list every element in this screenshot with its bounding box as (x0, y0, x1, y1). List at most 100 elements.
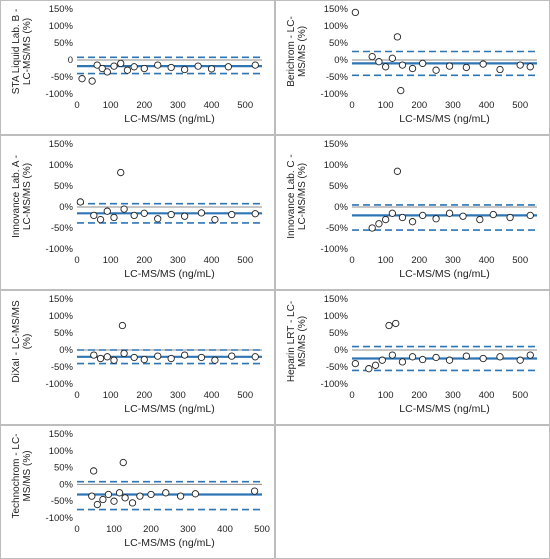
y-axis-label: DiXaI - LC-MS/MS(%) (11, 300, 33, 383)
x-axis-label: LC-MS/MS (ng/mL) (124, 403, 214, 415)
data-point (479, 60, 487, 68)
data-point (167, 210, 175, 219)
y-tick-label: 0 (68, 55, 73, 66)
y-axis-label-line: LC-MS/MS (%) (297, 163, 308, 230)
data-point (103, 68, 111, 76)
y-tick-label: 0% (334, 202, 348, 213)
y-axis-label: Technochrom - LC-MS/MS (%) (11, 433, 33, 518)
x-tick-label: 400 (479, 100, 495, 111)
x-tick-label: 300 (170, 390, 186, 401)
data-point (194, 62, 202, 70)
data-point (398, 358, 407, 366)
y-tick-label: -50% (326, 72, 349, 83)
data-point (130, 63, 138, 71)
y-tick-label: 150% (49, 294, 74, 305)
x-tick-label: 100 (106, 524, 122, 535)
x-tick-label: 0 (74, 524, 79, 535)
data-point (506, 213, 514, 222)
x-tick-label: 0 (349, 390, 354, 401)
data-point (432, 353, 440, 362)
y-tick-label: 0% (59, 202, 73, 213)
x-tick-label: 400 (479, 390, 495, 401)
data-point (368, 52, 376, 61)
data-point (224, 63, 233, 71)
x-tick-label: 400 (217, 524, 233, 535)
data-point (90, 351, 98, 359)
chart-panel-5: DiXaI - LC-MS/MS(%) 150% 100% 50% 0% -50% -100… (0, 290, 275, 425)
x-tick-label: 300 (180, 524, 196, 535)
y-axis-label-line: MS/MS (%) (22, 450, 33, 501)
chart-panel-3: Innovance Lab. A -LC-MS/MS (%) 150% 100% 50… (0, 135, 275, 290)
data-point (381, 215, 390, 224)
data-point (110, 213, 118, 222)
y-axis-label-line: Berichrom - LC- (286, 16, 297, 87)
data-point (398, 61, 407, 69)
data-point (167, 63, 175, 72)
data-point (115, 489, 124, 497)
data-point (388, 209, 397, 217)
y-axis-label-line: (%) (22, 334, 33, 350)
data-point (191, 490, 200, 498)
y-tick-label: -100% (321, 244, 349, 255)
y-tick-label: 100% (49, 160, 74, 171)
data-point (393, 33, 402, 41)
x-tick-label: 400 (204, 255, 220, 266)
data-point (365, 365, 373, 373)
y-tick-label: 150% (324, 294, 349, 305)
data-point (123, 66, 132, 74)
x-tick-label: 400 (204, 390, 220, 401)
data-point (445, 356, 454, 364)
data-point (516, 61, 524, 69)
data-point (147, 490, 155, 499)
empty-panel (275, 425, 550, 559)
data-point (88, 77, 96, 85)
data-point (392, 319, 400, 328)
data-point (418, 355, 427, 364)
data-point (176, 492, 185, 500)
y-axis-label-line: MS/MS (%) (297, 316, 308, 367)
data-point (180, 351, 189, 359)
data-point (371, 361, 380, 369)
chart-svg: DiXaI - LC-MS/MS(%) 150% 100% 50% 0% -50% -100… (11, 294, 262, 415)
data-point (211, 356, 219, 364)
y-tick-label: -100% (46, 89, 74, 100)
x-tick-label: 300 (170, 255, 186, 266)
y-tick-label: -50% (51, 223, 74, 234)
data-point (197, 209, 206, 217)
y-tick-label: -50% (51, 496, 74, 507)
data-point (496, 65, 504, 74)
y-axis-label-line: LC-MS/MS (%) (22, 163, 33, 230)
x-tick-label: 300 (445, 390, 461, 401)
chart-panel-2: Berichrom - LC-MS/MS (%) 150% 100% 50% 0% -50… (275, 0, 550, 135)
y-tick-label: 100% (324, 311, 349, 322)
data-point (496, 353, 504, 361)
chart-panel-7: Technochrom - LC-MS/MS (%) 150% 100% 50% 0% -… (0, 425, 275, 559)
x-tick-label: 0 (74, 390, 79, 401)
data-point (76, 198, 85, 206)
y-tick-label: -100% (46, 244, 74, 255)
y-tick-label: 150% (49, 139, 74, 150)
x-tick-label: 500 (237, 255, 253, 266)
y-tick-label: -100% (321, 89, 349, 100)
x-tick-label: 200 (143, 524, 159, 535)
data-point (445, 209, 454, 217)
data-point (375, 220, 383, 228)
data-point (211, 215, 219, 224)
chart-panel-4: Innovance Lab. C -LC-MS/MS (%) 150% 100% 50… (275, 135, 550, 290)
x-tick-label: 500 (237, 100, 253, 111)
y-tick-label: -50% (51, 72, 74, 83)
data-point (251, 61, 259, 69)
chart-panel-6: Heparin LRT - LC-MS/MS (%) 150% 100% 50% 0% -… (275, 290, 550, 425)
x-tick-label: 0 (74, 100, 79, 111)
y-tick-label: 0% (334, 345, 348, 356)
x-tick-label: 300 (170, 100, 186, 111)
data-point (418, 211, 427, 220)
y-tick-label: 100% (324, 21, 349, 32)
data-point (93, 61, 101, 69)
y-tick-label: 100% (49, 311, 74, 322)
chart-svg: Technochrom - LC-MS/MS (%) 150% 100% 50% 0% -… (11, 429, 270, 549)
data-point (140, 355, 148, 364)
data-point (162, 489, 170, 497)
y-axis-label-line: Innovance Lab. C - (286, 154, 297, 239)
y-tick-label: 50% (329, 328, 349, 339)
